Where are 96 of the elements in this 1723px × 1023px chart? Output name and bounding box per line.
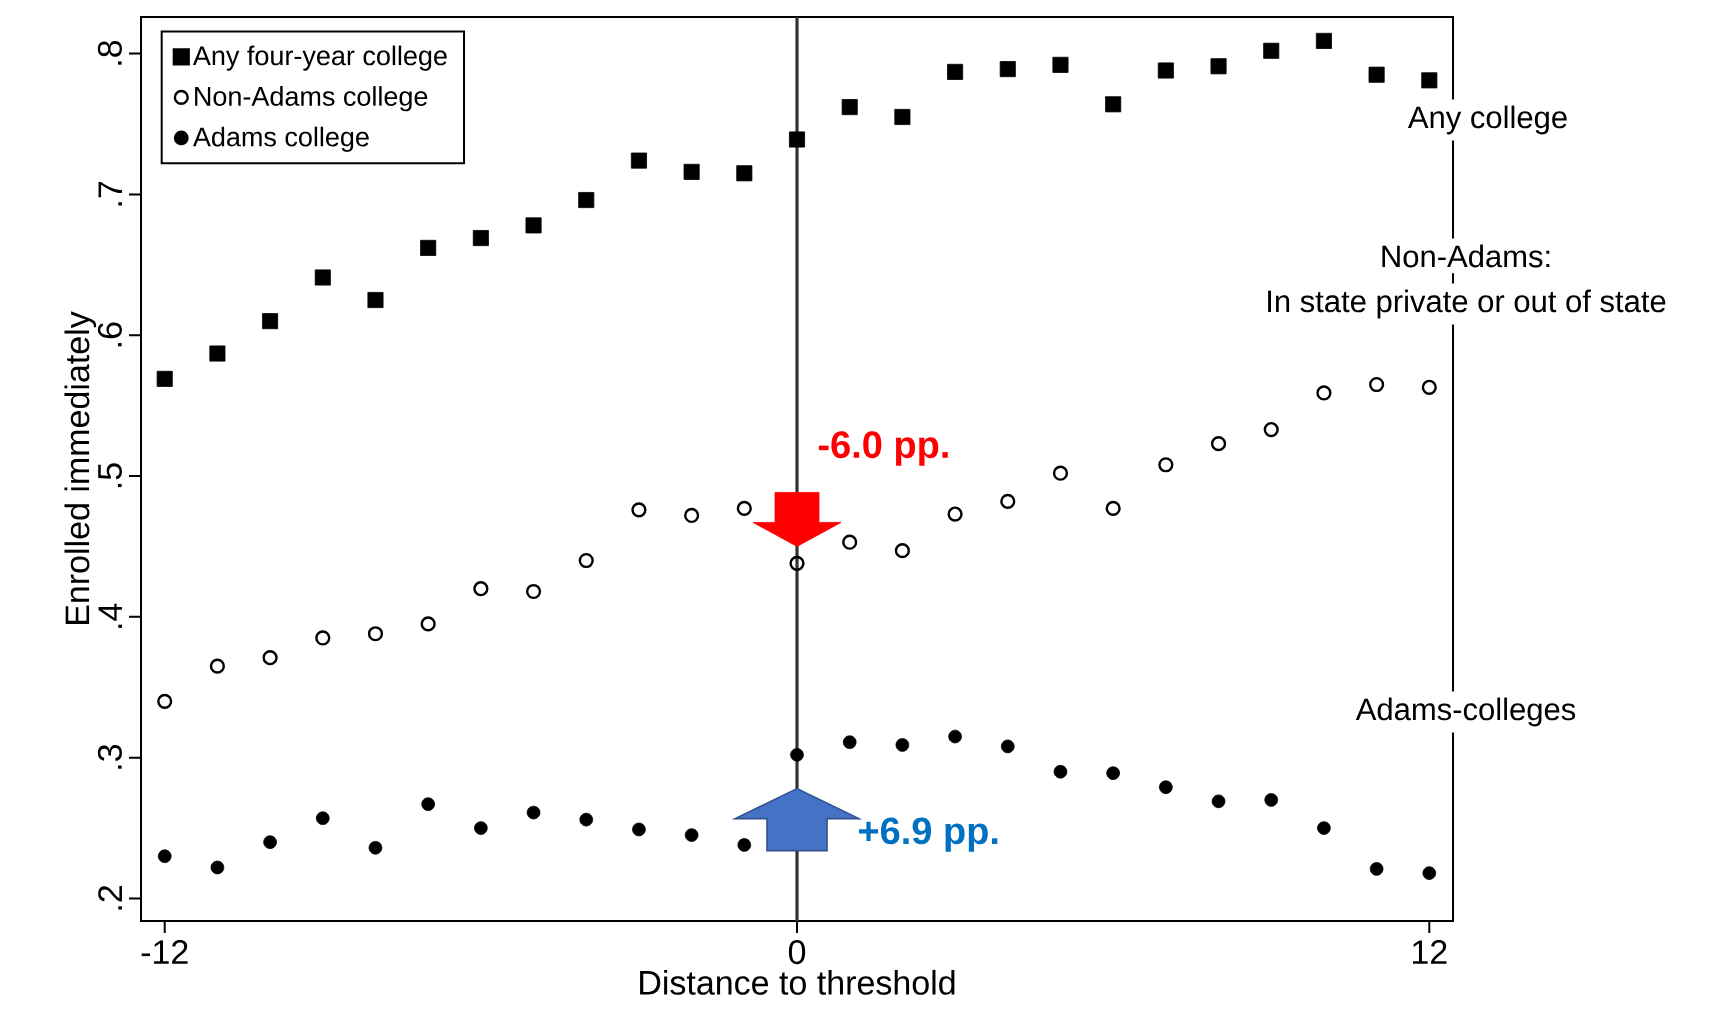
point: [895, 738, 910, 752]
y-tick-label: .6: [97, 322, 122, 347]
point: [947, 506, 963, 522]
point: [684, 828, 699, 842]
point: [1053, 764, 1068, 779]
point: [367, 292, 384, 309]
point: [1369, 376, 1385, 393]
annotation: -6.0 pp.: [818, 431, 948, 466]
point: [1106, 766, 1120, 780]
annotation: In state private or out of state: [1268, 289, 1666, 319]
x-tick-label: -12: [141, 940, 188, 964]
point: [894, 108, 911, 125]
point: [1369, 862, 1384, 876]
point: [947, 63, 964, 80]
point: [1052, 56, 1069, 73]
point: [367, 626, 384, 642]
y-tick-label: .4: [98, 603, 122, 628]
point: [368, 840, 383, 855]
point: [1421, 72, 1438, 89]
point: [1422, 866, 1437, 880]
point: [948, 729, 962, 744]
point: [209, 345, 226, 362]
point: [1105, 96, 1122, 113]
point: [789, 131, 806, 148]
point: [314, 269, 331, 286]
x-axis-title: Distance to threshold: [640, 969, 955, 995]
point: [526, 805, 541, 820]
point: [1264, 793, 1279, 807]
point: [736, 500, 752, 517]
point: [737, 838, 752, 852]
point: [1157, 62, 1174, 79]
annotation: Non-Adams:: [1382, 244, 1550, 268]
point: [632, 822, 646, 837]
point: [262, 650, 278, 666]
point: [1052, 465, 1069, 481]
point: [1263, 42, 1280, 59]
annotation: +6.9 pp.: [859, 817, 998, 852]
point: [1211, 794, 1226, 809]
y-axis-title: Enrolled immediately: [64, 311, 97, 624]
point: [1158, 457, 1174, 473]
legend-label: Any four-year college: [192, 45, 447, 71]
point: [1315, 32, 1332, 49]
point: [1368, 66, 1385, 83]
point: [1210, 58, 1227, 75]
point: [472, 230, 489, 247]
y-tick-label: .2: [98, 886, 122, 910]
legend-label: Non-Adams college: [195, 86, 428, 112]
y-tick-label: .7: [98, 181, 122, 206]
y-tick-label: .3: [97, 744, 122, 769]
point: [209, 658, 226, 674]
point: [579, 812, 594, 827]
point: [420, 239, 437, 256]
point: [156, 370, 173, 387]
x-tick-label: 12: [1413, 940, 1447, 964]
point: [420, 616, 436, 632]
point: [157, 849, 172, 864]
point: [1317, 821, 1331, 835]
point: [736, 165, 753, 182]
point: [1316, 385, 1332, 401]
point: [683, 163, 700, 180]
point: [315, 630, 331, 646]
point: [1210, 436, 1227, 452]
point: [210, 860, 225, 875]
point: [1263, 421, 1279, 438]
point: [525, 583, 542, 600]
point: [473, 581, 489, 597]
annotation: Adams-colleges: [1355, 697, 1576, 727]
point: [578, 552, 594, 569]
point: [789, 555, 805, 571]
point: [578, 192, 595, 209]
point: [630, 152, 647, 169]
point: [1421, 379, 1437, 395]
point: [421, 797, 435, 811]
point: [1000, 493, 1016, 509]
point: [263, 835, 277, 849]
x-tick-label: 0: [788, 940, 806, 965]
point: [1000, 739, 1015, 754]
point: [631, 502, 647, 518]
point: [684, 507, 700, 524]
point: [315, 811, 330, 825]
point: [790, 748, 804, 762]
point: [1105, 500, 1121, 517]
y-tick-label: .8: [97, 40, 122, 65]
point: [474, 821, 488, 835]
point: [262, 313, 279, 330]
annotation: Any college: [1407, 105, 1567, 135]
point: [894, 543, 910, 559]
point: [525, 217, 542, 234]
point: [157, 693, 173, 709]
point: [842, 735, 857, 749]
point: [999, 61, 1016, 78]
y-tick-label: .5: [98, 463, 122, 488]
legend-label: Adams college: [192, 126, 369, 152]
point: [842, 534, 858, 550]
point: [841, 99, 858, 116]
point: [1159, 780, 1173, 795]
